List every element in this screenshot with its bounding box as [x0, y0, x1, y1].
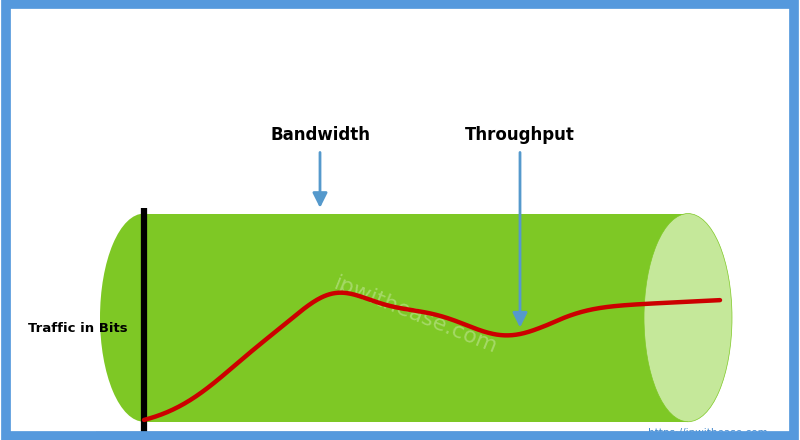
Text: BANDWIDTH VS THROUGHPUT: BANDWIDTH VS THROUGHPUT [152, 27, 648, 55]
Text: Throughput: Throughput [465, 126, 575, 144]
Text: https://ipwithease.com: https://ipwithease.com [648, 428, 768, 438]
Text: ipwithease.com: ipwithease.com [331, 274, 501, 358]
Bar [144, 213, 688, 422]
Ellipse shape [100, 213, 188, 422]
Text: Traffic in Bits: Traffic in Bits [28, 322, 128, 335]
Ellipse shape [644, 213, 732, 422]
Text: Bandwidth: Bandwidth [270, 126, 370, 144]
